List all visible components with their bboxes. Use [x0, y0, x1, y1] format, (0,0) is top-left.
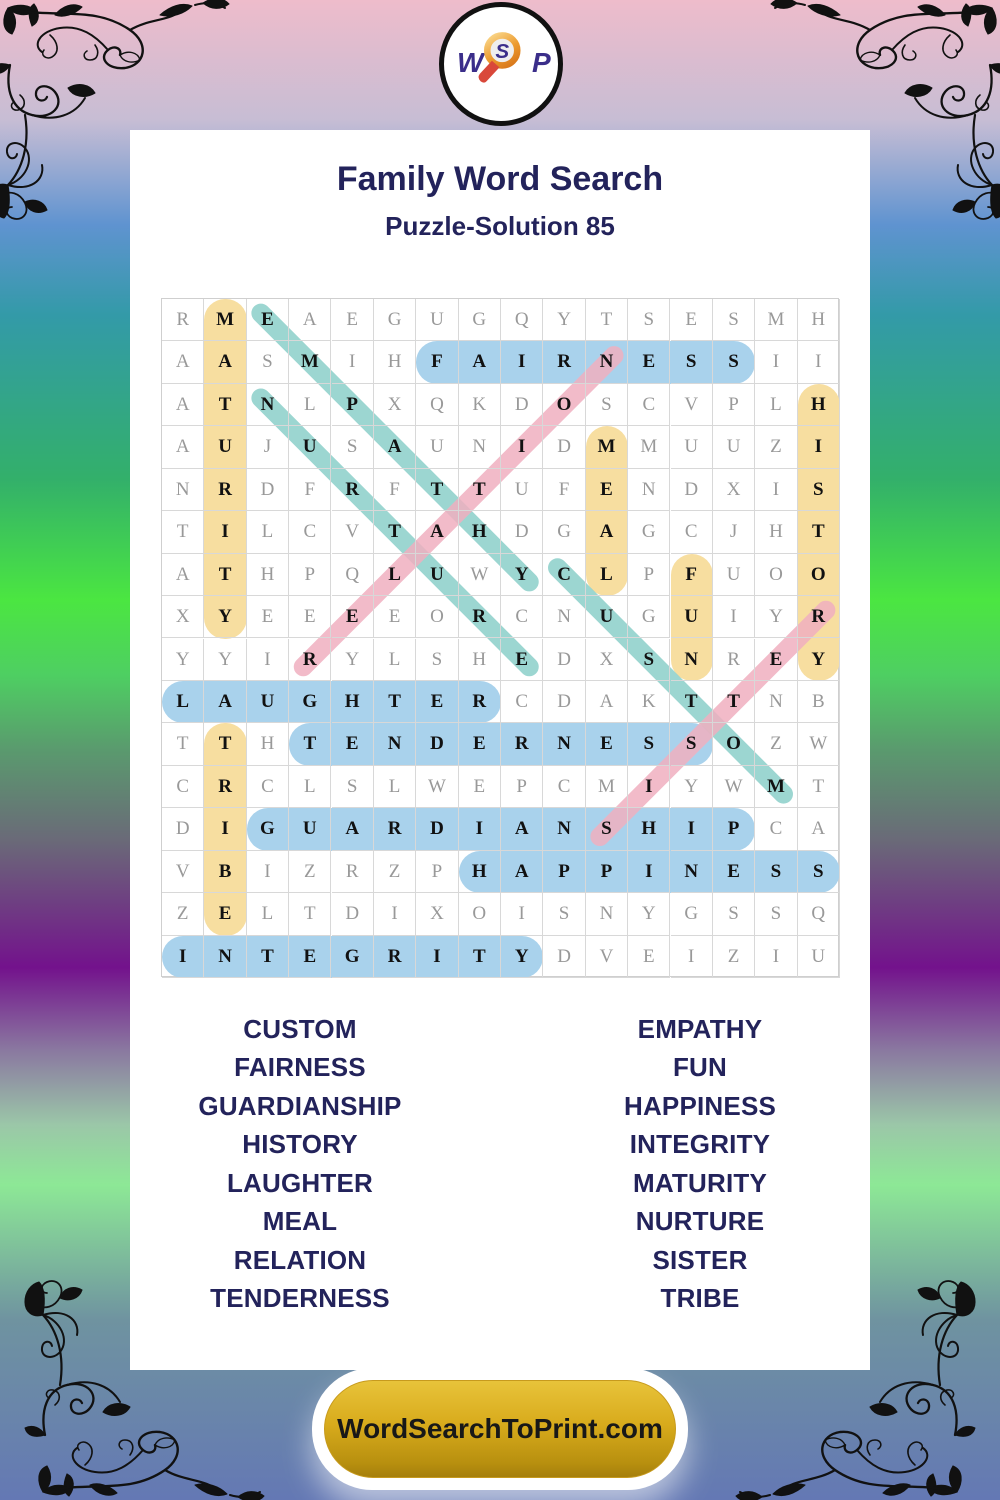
svg-text:S: S	[495, 40, 509, 63]
